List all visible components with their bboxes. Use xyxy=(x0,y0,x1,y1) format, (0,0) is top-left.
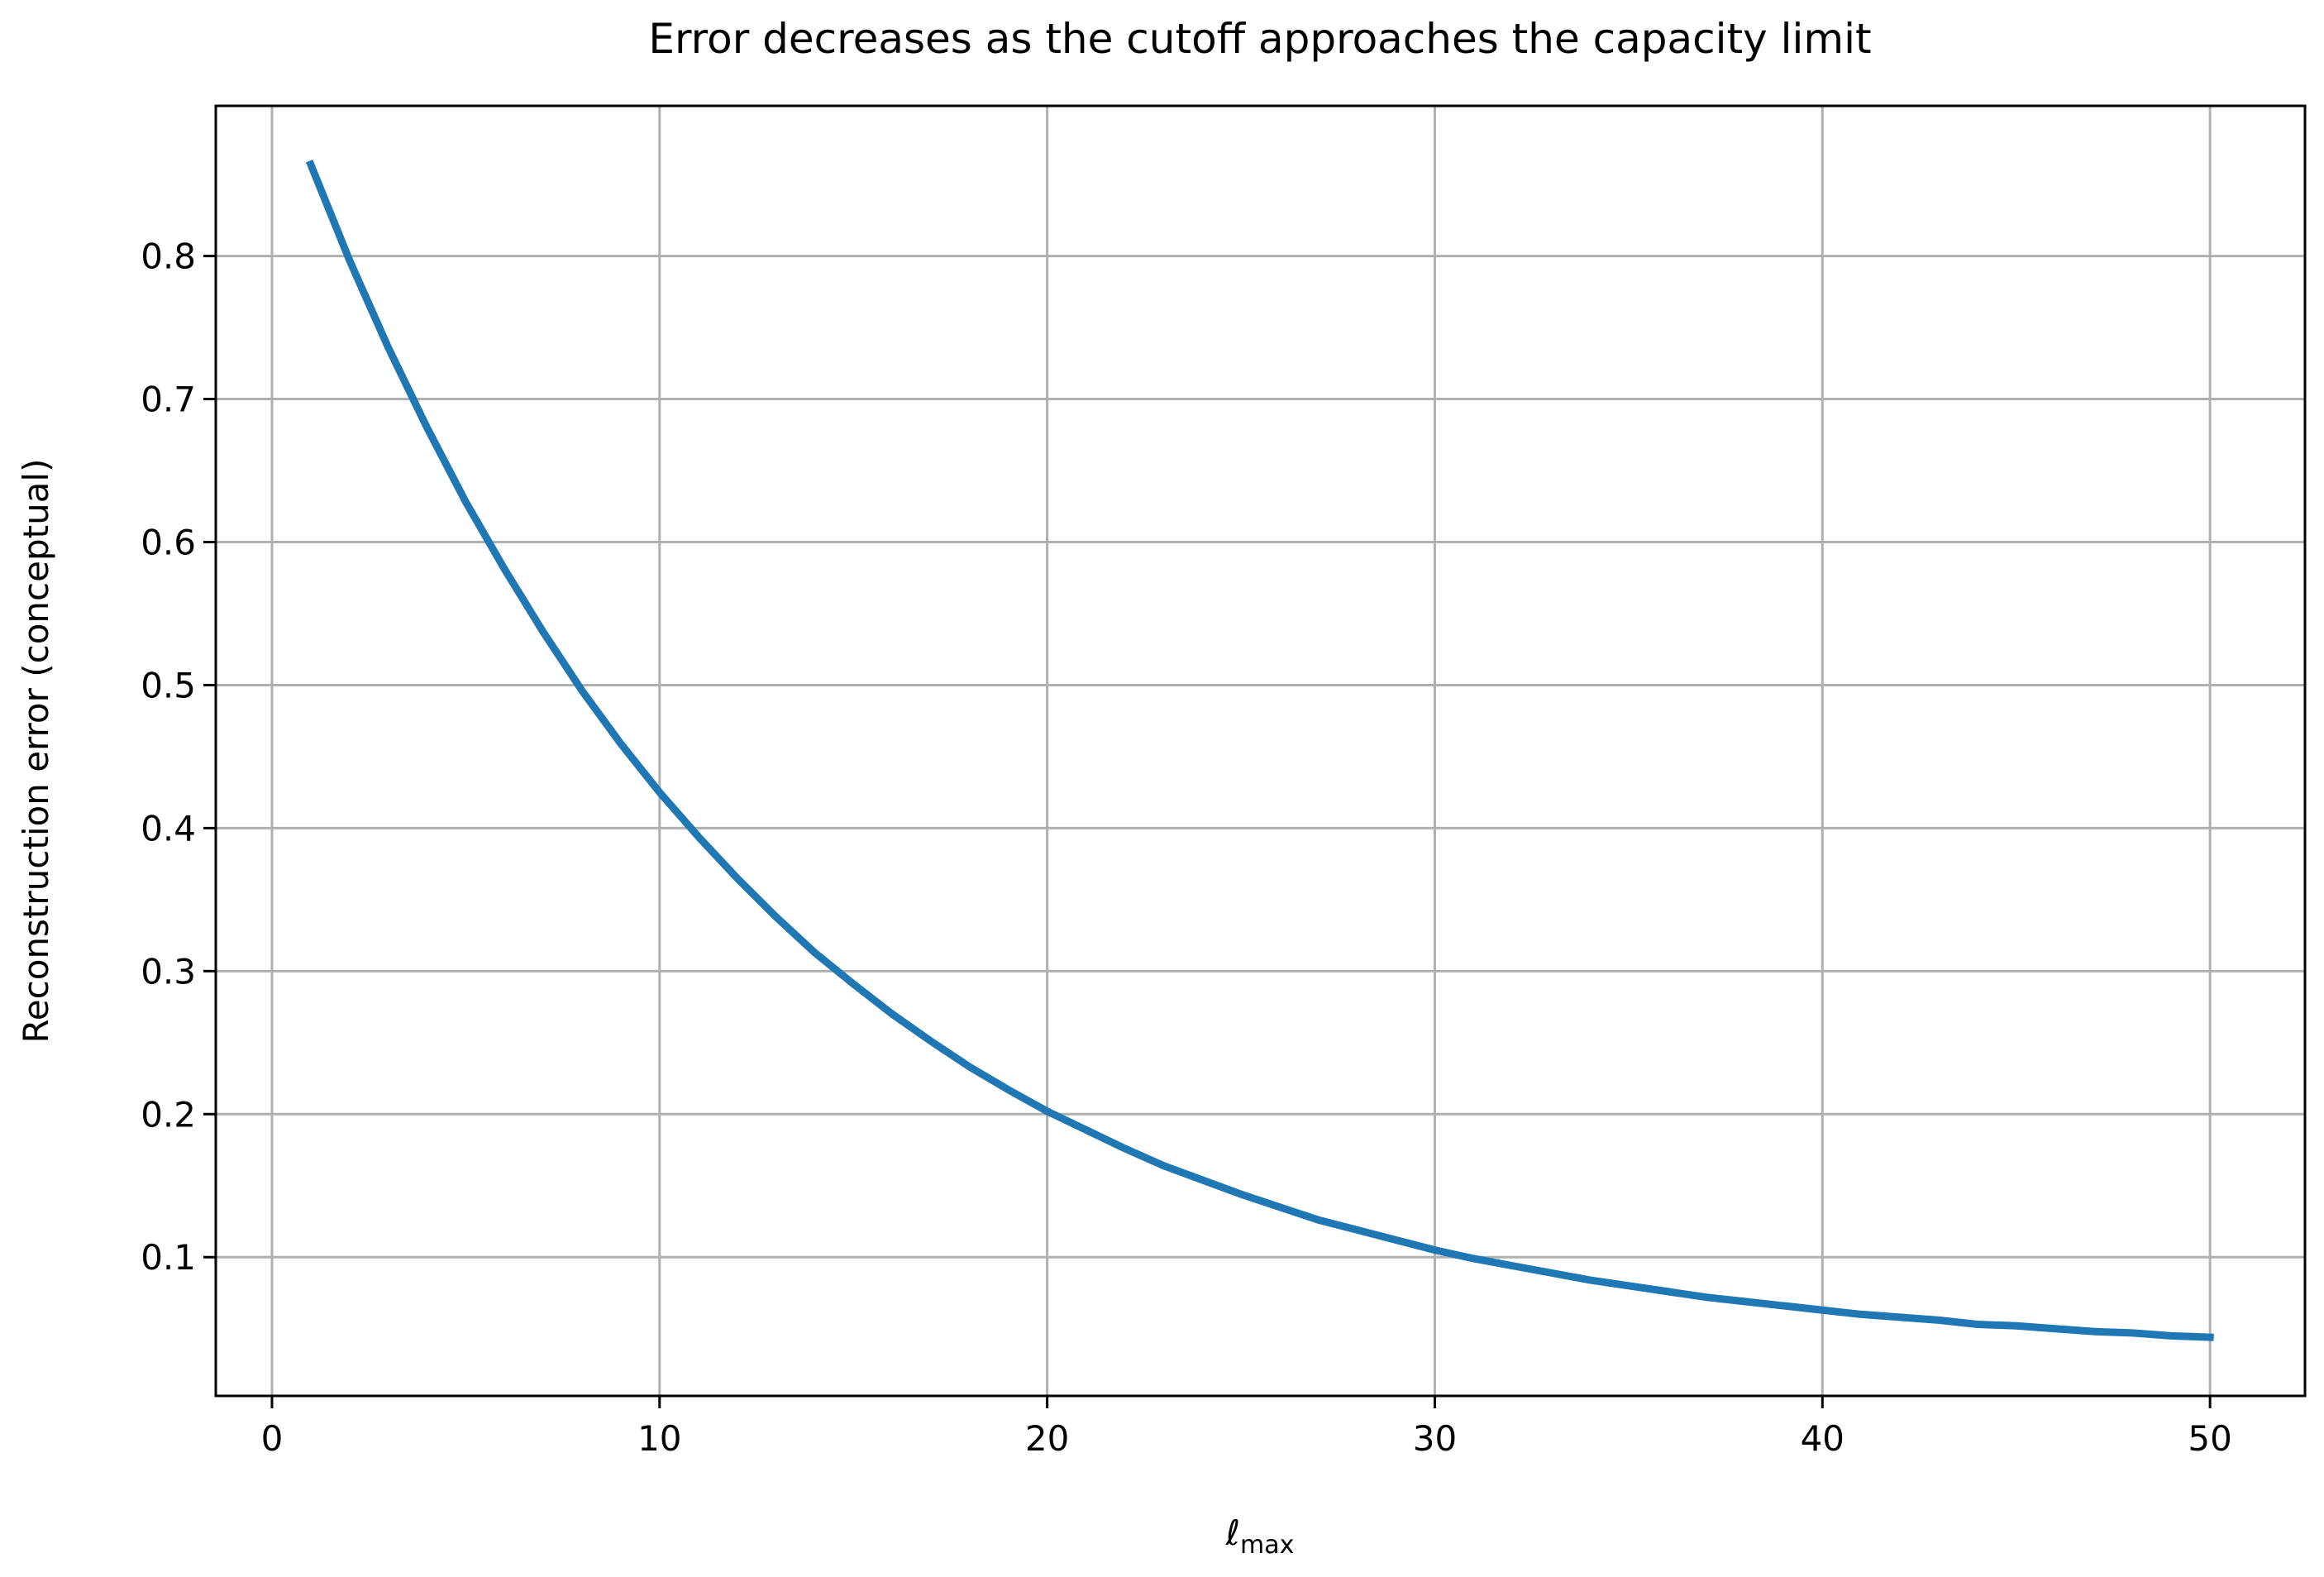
x-tick-label: 50 xyxy=(2188,1418,2231,1459)
x-tick-label: 10 xyxy=(637,1418,681,1459)
y-tick-label: 0.4 xyxy=(141,808,196,848)
chart-title: Error decreases as the cutoff approaches… xyxy=(648,15,1871,63)
y-tick-label: 0.7 xyxy=(141,380,196,420)
y-tick-label: 0.3 xyxy=(141,951,196,992)
x-tick-label: 40 xyxy=(1801,1418,1844,1459)
y-tick-label: 0.2 xyxy=(141,1094,196,1135)
x-axis-label: ℓmax xyxy=(1225,1512,1295,1560)
y-tick-label: 0.6 xyxy=(141,522,196,562)
y-tick-label: 0.8 xyxy=(141,237,196,277)
plot-frame xyxy=(214,104,2307,1398)
data-line xyxy=(306,160,2214,1341)
y-axis-label: Reconstruction error (conceptual) xyxy=(16,459,56,1044)
y-tick-label: 0.1 xyxy=(141,1237,196,1278)
y-tick-label: 0.5 xyxy=(141,665,196,705)
x-tick-label: 20 xyxy=(1025,1418,1069,1459)
x-tick-label: 30 xyxy=(1413,1418,1457,1459)
x-tick-label: 0 xyxy=(261,1418,284,1459)
